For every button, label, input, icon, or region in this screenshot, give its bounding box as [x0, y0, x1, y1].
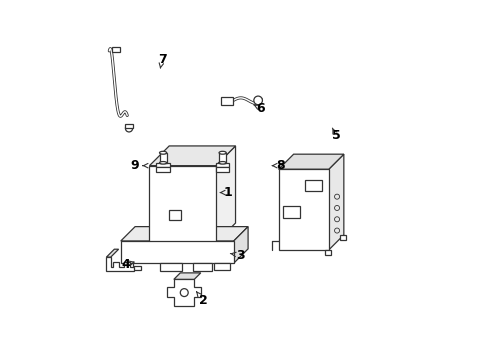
Text: 6: 6 [256, 102, 264, 115]
Polygon shape [192, 263, 212, 271]
Polygon shape [124, 263, 140, 270]
Bar [325, 250, 330, 255]
Polygon shape [214, 263, 230, 270]
Bar [149, 166, 215, 243]
Circle shape [253, 96, 262, 105]
Bar [156, 163, 169, 167]
Ellipse shape [219, 151, 226, 154]
Polygon shape [160, 263, 182, 271]
Circle shape [125, 125, 132, 132]
Bar [278, 169, 328, 250]
Bar [169, 210, 181, 220]
Polygon shape [106, 257, 134, 271]
Text: 3: 3 [236, 249, 244, 262]
Bar [121, 241, 233, 263]
Bar [221, 97, 232, 105]
Bar [215, 163, 229, 167]
Text: 7: 7 [157, 53, 166, 66]
Polygon shape [149, 146, 235, 166]
Ellipse shape [159, 151, 166, 154]
Circle shape [334, 206, 339, 211]
Polygon shape [121, 226, 247, 241]
Bar [340, 235, 345, 240]
Polygon shape [174, 273, 201, 279]
Text: 1: 1 [224, 186, 232, 199]
Circle shape [334, 217, 339, 222]
Text: 5: 5 [331, 129, 340, 142]
Bar [215, 167, 229, 172]
Polygon shape [328, 154, 343, 250]
Bar [156, 167, 169, 172]
Polygon shape [278, 154, 343, 169]
Bar [112, 46, 120, 51]
Bar [304, 180, 321, 191]
Circle shape [334, 194, 339, 199]
Circle shape [180, 289, 188, 297]
Ellipse shape [159, 162, 166, 164]
Circle shape [334, 228, 339, 233]
Polygon shape [233, 226, 247, 263]
Bar [282, 206, 299, 218]
Text: 2: 2 [199, 294, 207, 307]
Ellipse shape [219, 162, 226, 164]
Text: 8: 8 [276, 159, 284, 172]
Polygon shape [106, 249, 119, 257]
Text: 9: 9 [131, 159, 139, 172]
Polygon shape [215, 146, 235, 243]
Polygon shape [167, 279, 201, 306]
Bar [159, 153, 166, 163]
Text: 4: 4 [122, 258, 130, 271]
Bar [219, 153, 226, 163]
Bar [125, 124, 133, 129]
